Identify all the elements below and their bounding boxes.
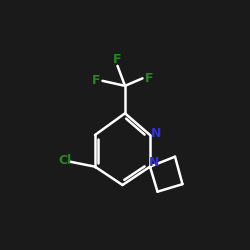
Text: Cl: Cl <box>58 154 72 167</box>
Text: F: F <box>113 53 122 66</box>
Text: F: F <box>92 74 100 87</box>
Text: N: N <box>151 127 162 140</box>
Text: F: F <box>144 72 153 85</box>
Text: N: N <box>148 156 159 170</box>
